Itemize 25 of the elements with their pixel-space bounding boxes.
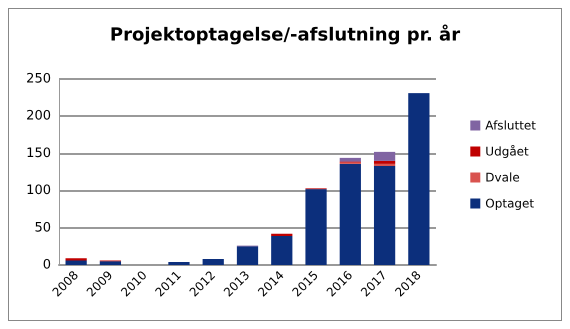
bar bbox=[408, 93, 430, 265]
bar bbox=[100, 261, 122, 265]
bar bbox=[236, 246, 258, 265]
legend-label: Dvale bbox=[485, 170, 520, 184]
y-tick-label: 100 bbox=[26, 183, 51, 198]
legend-label: Optaget bbox=[485, 196, 534, 210]
bar bbox=[271, 236, 292, 265]
y-tick-label: 0 bbox=[42, 258, 51, 272]
bar bbox=[168, 262, 190, 265]
legend-label: Afsluttet bbox=[485, 118, 536, 132]
y-tick-label: 150 bbox=[26, 146, 51, 161]
bar bbox=[66, 258, 87, 261]
bar bbox=[374, 166, 396, 265]
bar bbox=[202, 259, 224, 265]
legend-label: Udgået bbox=[485, 144, 530, 158]
bar bbox=[66, 260, 87, 265]
y-tick-label: 50 bbox=[34, 220, 51, 236]
bar bbox=[340, 158, 361, 162]
bar bbox=[340, 164, 361, 265]
y-tick-label: 250 bbox=[26, 72, 51, 86]
y-tick-label: 200 bbox=[26, 108, 51, 124]
chart-title: Projektoptagelse/-afslutning pr. år bbox=[110, 24, 460, 46]
bar bbox=[374, 160, 396, 164]
bar bbox=[305, 189, 327, 265]
bar bbox=[374, 152, 396, 161]
